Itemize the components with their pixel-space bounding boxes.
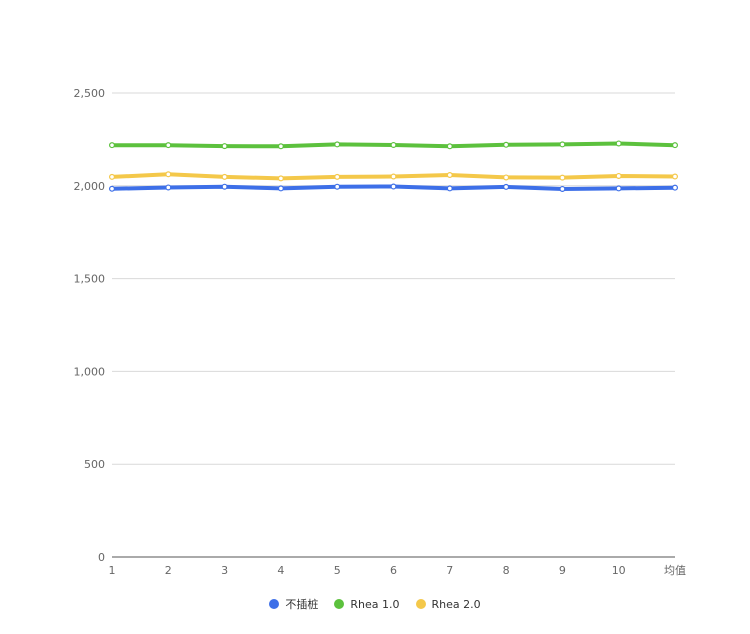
data-point <box>108 185 115 192</box>
data-point <box>334 183 341 190</box>
data-point <box>221 183 228 190</box>
data-point <box>165 171 172 178</box>
y-tick-label: 1,000 <box>74 365 106 378</box>
data-point <box>108 142 115 149</box>
data-point <box>277 185 284 192</box>
data-point <box>446 185 453 192</box>
data-point <box>503 141 510 148</box>
data-point <box>390 173 397 180</box>
data-point <box>277 175 284 182</box>
data-point <box>446 172 453 179</box>
x-tick-label: 5 <box>334 564 341 577</box>
data-point <box>559 174 566 181</box>
data-point <box>559 185 566 192</box>
data-point <box>221 143 228 150</box>
x-tick-label: 10 <box>612 564 626 577</box>
data-point <box>390 141 397 148</box>
x-tick-label: 2 <box>165 564 172 577</box>
legend-swatch <box>334 599 345 609</box>
data-point <box>446 143 453 150</box>
data-point <box>615 172 622 179</box>
x-tick-label: 8 <box>503 564 510 577</box>
legend-swatch <box>269 599 280 609</box>
data-point <box>334 173 341 180</box>
x-tick-label: 9 <box>559 564 566 577</box>
legend-label: Rhea 1.0 <box>350 597 400 611</box>
legend-label: 不插桩 <box>285 598 319 611</box>
x-tick-label: 6 <box>390 564 397 577</box>
legend-swatch <box>415 599 426 609</box>
y-tick-label: 0 <box>98 551 105 564</box>
x-tick-label: 3 <box>221 564 228 577</box>
data-point <box>221 173 228 180</box>
data-point <box>165 142 172 149</box>
x-tick-label: 4 <box>277 564 284 577</box>
y-tick-label: 500 <box>84 458 105 471</box>
y-tick-label: 2,500 <box>74 87 106 100</box>
legend-item: Rhea 1.0 <box>334 596 400 612</box>
data-point <box>503 174 510 181</box>
y-tick-label: 2,000 <box>74 180 106 193</box>
legend: 不插桩 Rhea 1.0 Rhea 2.0 <box>0 596 750 612</box>
data-point <box>615 185 622 192</box>
x-tick-label: 均值 <box>664 564 686 577</box>
data-point <box>390 183 397 190</box>
data-point <box>671 184 678 191</box>
y-tick-label: 1,500 <box>74 273 106 286</box>
data-point <box>334 141 341 148</box>
x-tick-label: 1 <box>109 564 116 577</box>
data-point <box>671 142 678 149</box>
legend-label: Rhea 2.0 <box>431 597 481 611</box>
legend-item: Rhea 2.0 <box>415 596 481 612</box>
data-point <box>108 173 115 180</box>
legend-item: 不插桩 <box>269 596 318 612</box>
data-point <box>165 184 172 191</box>
x-tick-label: 7 <box>446 564 453 577</box>
data-point <box>615 140 622 147</box>
data-point <box>503 183 510 190</box>
data-point <box>671 173 678 180</box>
data-point <box>277 143 284 150</box>
data-point <box>559 141 566 148</box>
